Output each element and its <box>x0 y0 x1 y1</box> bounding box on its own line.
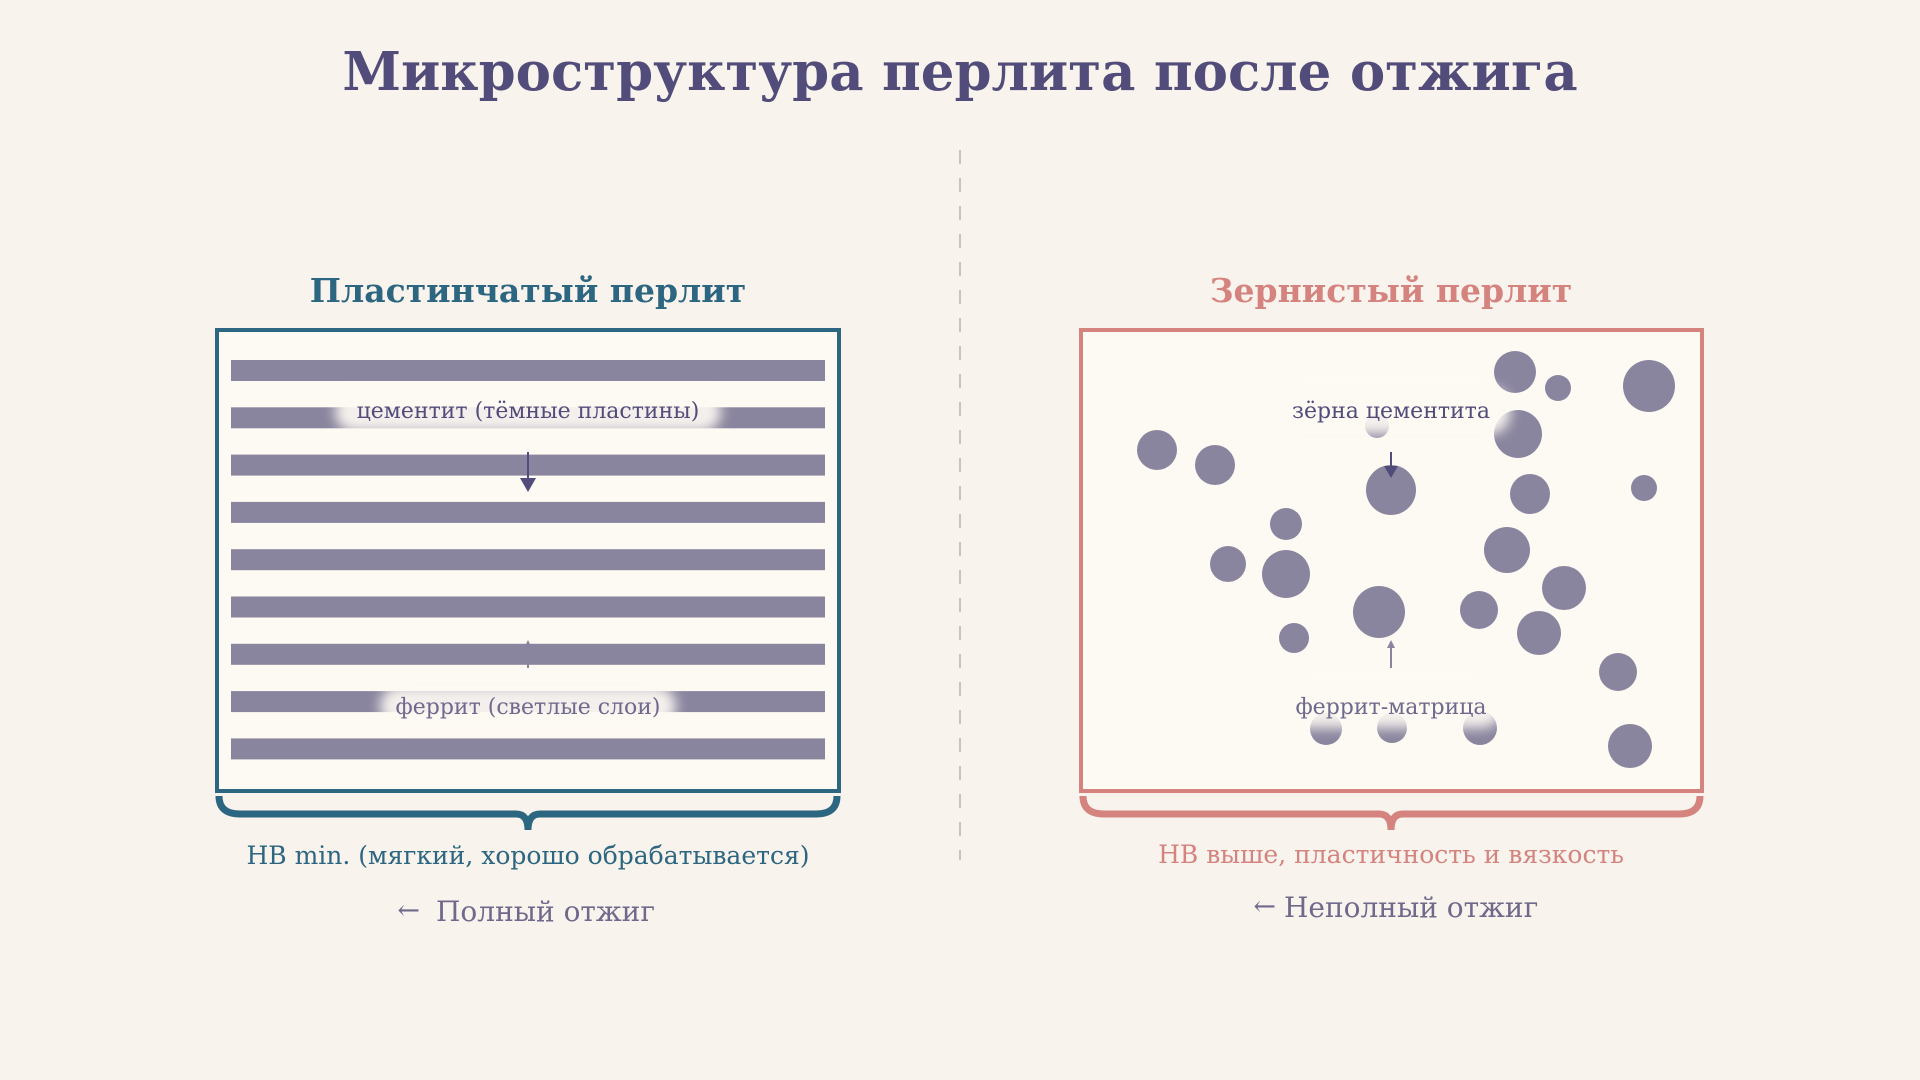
cementite-grain <box>1608 724 1652 768</box>
arrow-down-icon <box>520 478 536 492</box>
arrow-up-icon <box>524 640 532 648</box>
cementite-label: цементит (тёмные пластины) <box>357 399 700 424</box>
cementite-grain <box>1599 653 1637 691</box>
cementite-plate <box>231 360 825 381</box>
cementite-grain <box>1631 475 1657 501</box>
cementite-grain <box>1270 508 1302 540</box>
diagram-title: Микроструктура перлита после отжига <box>342 41 1577 103</box>
cementite-grain <box>1494 351 1536 393</box>
cementite-grain <box>1195 445 1235 485</box>
left-arrow-icon: ← <box>1253 891 1276 922</box>
cementite-grain <box>1542 566 1586 610</box>
label-bg <box>380 686 676 726</box>
cementite-grain <box>1517 611 1561 655</box>
cementite-plate <box>231 738 825 760</box>
granular-process: Неполный отжиг <box>1284 891 1538 924</box>
arrow-down-icon <box>1384 466 1398 478</box>
cementite-plates <box>231 360 825 760</box>
label-bg <box>335 392 721 432</box>
lamellar-property: HB min. (мягкий, хорошо обрабатывается) <box>246 841 809 870</box>
cementite-grain <box>1137 430 1177 470</box>
label-bg <box>1272 388 1510 434</box>
lamellar-heading: Пластинчатый перлит <box>310 271 746 310</box>
granular-property: HB выше, пластичность и вязкость <box>1158 840 1624 869</box>
matrix-label: феррит-матрица <box>1295 695 1486 720</box>
cementite-grain <box>1545 375 1571 401</box>
cementite-grain <box>1366 465 1416 515</box>
grains-label: зёрна цементита <box>1292 399 1490 424</box>
cementite-plate <box>231 549 825 571</box>
cementite-grain <box>1353 586 1405 638</box>
cementite-grain <box>1460 591 1498 629</box>
granular-section: Зернистый перлит <box>1079 271 1704 924</box>
cementite-grain <box>1262 550 1310 598</box>
cementite-grain <box>1510 474 1550 514</box>
cementite-grain <box>1279 623 1309 653</box>
granular-brace <box>1079 795 1704 831</box>
lamellar-brace <box>215 795 841 831</box>
lamellar-section: Пластинчатый перлит цементит (тёмные пла… <box>215 271 841 928</box>
label-bg <box>1280 684 1502 728</box>
arrow-up-icon <box>1387 640 1395 648</box>
ferrite-label: феррит (светлые слои) <box>396 695 661 720</box>
cementite-grain <box>1623 360 1675 412</box>
cementite-plate <box>231 596 825 618</box>
left-arrow-icon: ← <box>397 895 420 926</box>
granular-heading: Зернистый перлит <box>1210 271 1573 310</box>
cementite-grain <box>1210 546 1246 582</box>
cementite-grain <box>1484 527 1530 573</box>
lamellar-process: Полный отжиг <box>436 895 655 928</box>
cementite-plate <box>231 501 825 523</box>
